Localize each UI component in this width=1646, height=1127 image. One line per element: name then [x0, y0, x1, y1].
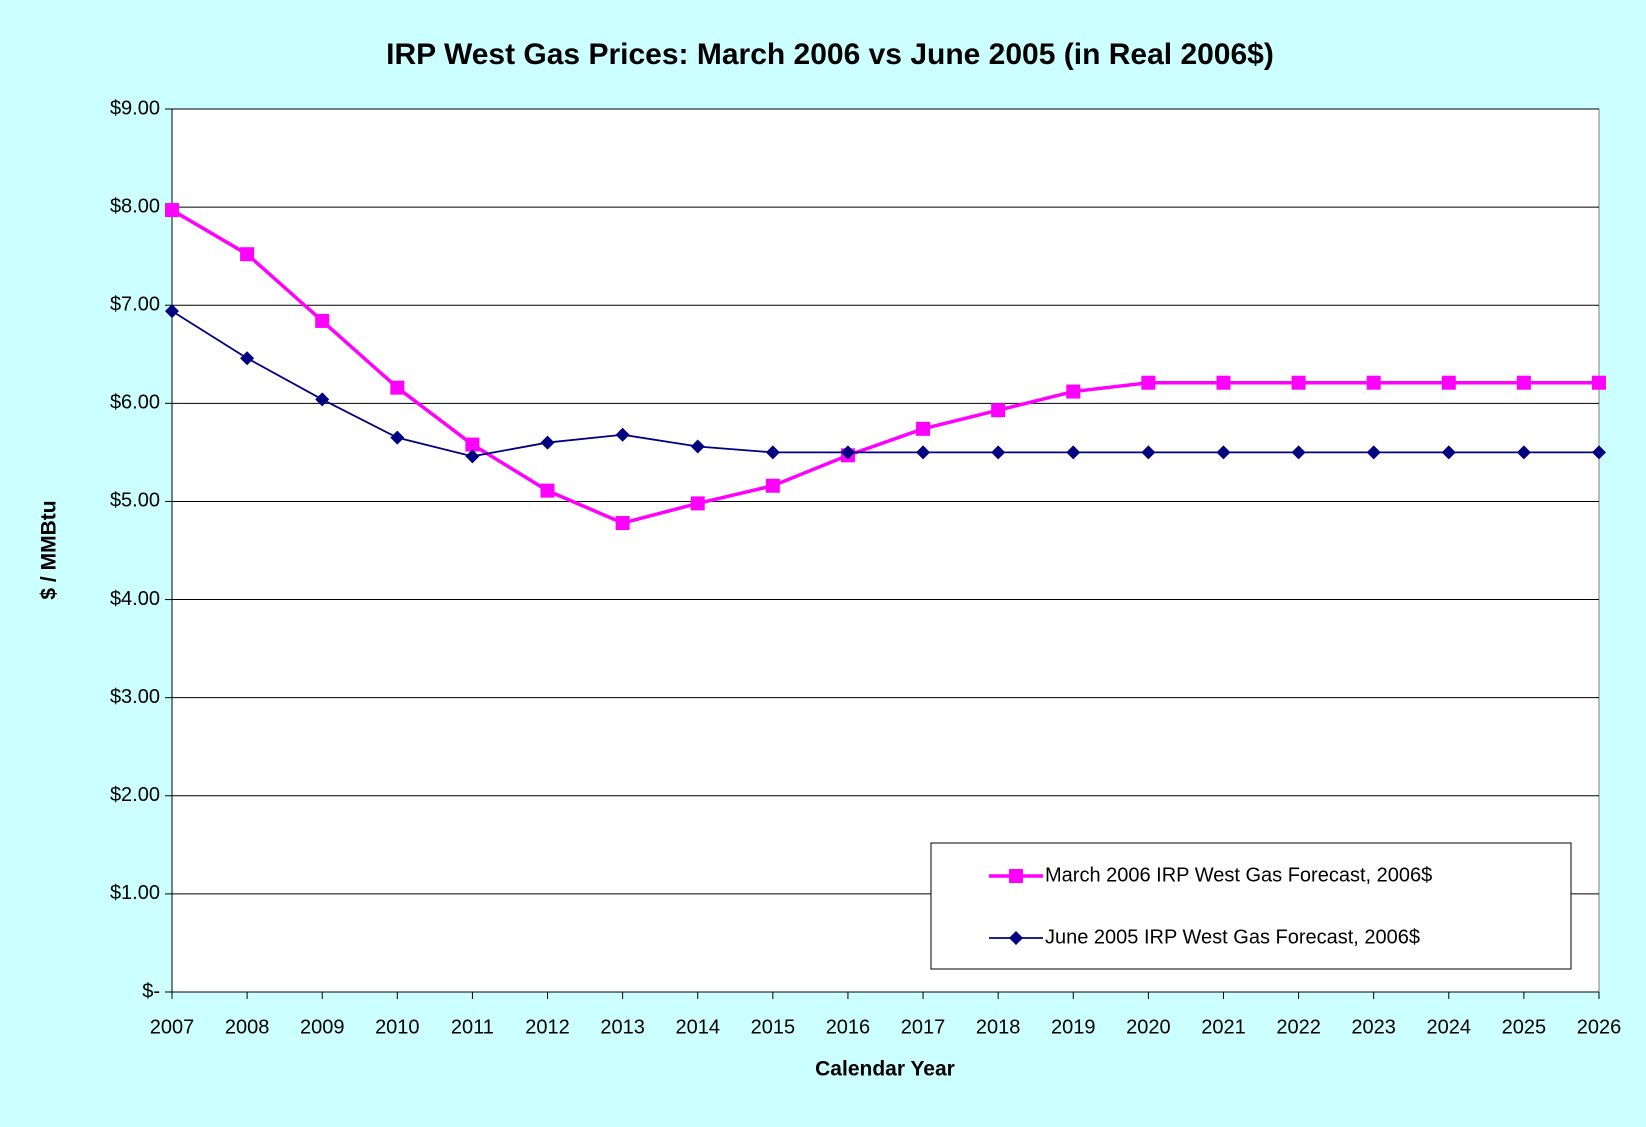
data-point — [916, 445, 931, 460]
x-tick-label: 2015 — [751, 1016, 796, 1038]
data-point — [465, 449, 480, 464]
data-point — [615, 427, 630, 442]
x-tick-label: 2012 — [525, 1016, 570, 1038]
data-point — [840, 445, 855, 460]
x-tick-label: 2018 — [976, 1016, 1021, 1038]
x-tick-label: 2007 — [150, 1016, 195, 1038]
y-tick-label: $6.00 — [110, 392, 160, 414]
data-point — [991, 445, 1006, 460]
data-point — [1441, 375, 1456, 390]
data-point — [690, 496, 705, 511]
data-point — [765, 478, 780, 493]
x-tick-label: 2024 — [1427, 1016, 1472, 1038]
legend-marker — [1009, 931, 1023, 945]
data-point — [1592, 375, 1606, 390]
data-point — [765, 445, 780, 460]
data-point — [165, 304, 179, 319]
data-point — [540, 483, 555, 498]
y-tick-label: $7.00 — [110, 294, 160, 316]
x-tick-label: 2008 — [225, 1016, 270, 1038]
data-point — [390, 430, 405, 445]
data-point — [1066, 384, 1081, 399]
data-point — [315, 313, 330, 328]
data-point — [1216, 375, 1231, 390]
y-tick-label: $4.00 — [110, 588, 160, 610]
data-point — [1366, 445, 1381, 460]
x-tick-label: 2014 — [675, 1016, 720, 1038]
data-point — [315, 392, 330, 407]
data-point — [240, 247, 255, 262]
y-tick-label: $1.00 — [110, 882, 160, 904]
x-tick-label: 2021 — [1201, 1016, 1246, 1038]
data-point — [540, 435, 555, 450]
data-point — [991, 403, 1006, 418]
x-tick-label: 2016 — [826, 1016, 871, 1038]
x-tick-label: 2020 — [1126, 1016, 1171, 1038]
data-point — [1216, 445, 1231, 460]
data-point — [1291, 445, 1306, 460]
y-tick-label: $5.00 — [110, 490, 160, 512]
data-point — [916, 421, 931, 436]
legend-marker — [1009, 869, 1023, 883]
series-line — [171, 310, 1599, 458]
legend-label: June 2005 IRP West Gas Forecast, 2006$ — [1045, 926, 1420, 948]
data-point — [1366, 375, 1381, 390]
data-point — [1066, 445, 1081, 460]
data-point — [1291, 375, 1306, 390]
x-tick-label: 2013 — [600, 1016, 645, 1038]
y-tick-label: $8.00 — [110, 195, 160, 217]
data-point — [1141, 375, 1156, 390]
data-point — [1516, 445, 1531, 460]
data-point — [1516, 375, 1531, 390]
data-point — [615, 516, 630, 531]
x-axis-label: Calendar Year — [815, 1058, 955, 1081]
data-point — [1141, 445, 1156, 460]
x-tick-label: 2025 — [1502, 1016, 1547, 1038]
x-tick-label: 2026 — [1577, 1016, 1622, 1038]
x-tick-label: 2017 — [901, 1016, 946, 1038]
data-point — [465, 437, 480, 452]
data-point — [1592, 445, 1606, 460]
data-point — [240, 351, 255, 366]
y-tick-label: $- — [142, 980, 160, 1002]
y-tick-label: $9.00 — [110, 97, 160, 119]
data-point — [165, 203, 179, 218]
y-tick-label: $2.00 — [110, 784, 160, 806]
legend — [930, 842, 1572, 970]
x-tick-label: 2019 — [1051, 1016, 1096, 1038]
data-point — [690, 439, 705, 454]
x-tick-label: 2009 — [300, 1016, 345, 1038]
data-point — [1441, 445, 1456, 460]
legend-label: March 2006 IRP West Gas Forecast, 2006$ — [1045, 864, 1432, 886]
chart-title: IRP West Gas Prices: March 2006 vs June … — [386, 38, 1274, 71]
y-tick-label: $3.00 — [110, 686, 160, 708]
x-tick-label: 2010 — [375, 1016, 420, 1038]
x-tick-label: 2023 — [1351, 1016, 1396, 1038]
x-tick-label: 2011 — [451, 1016, 494, 1038]
data-point — [390, 380, 405, 395]
y-axis-label: $ / MMBtu — [38, 500, 61, 599]
x-tick-label: 2022 — [1276, 1016, 1321, 1038]
series-line — [171, 208, 1599, 525]
